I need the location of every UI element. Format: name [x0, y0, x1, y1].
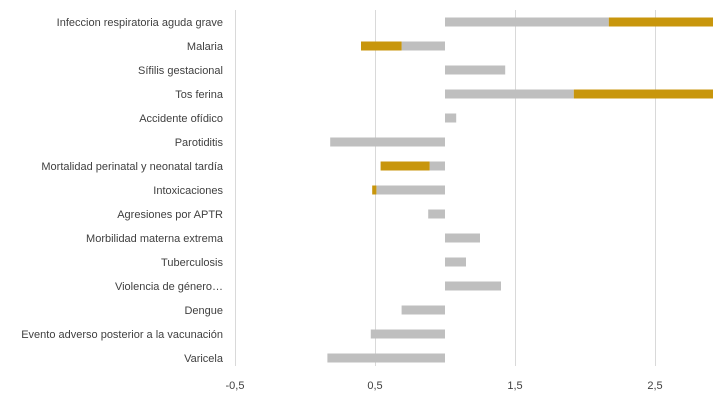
x-tick-label-3: 2,5 [647, 380, 662, 392]
bar-series1-cat1 [361, 41, 402, 51]
category-label-11: Violencia de género… [115, 281, 223, 293]
category-label-13: Evento adverso posterior a la vacunación [21, 329, 223, 341]
bar-series0-cat3 [445, 89, 574, 99]
category-labels: Infeccion respiratoria aguda grave Malari… [21, 17, 224, 365]
category-label-14: Varicela [184, 353, 224, 365]
category-label-7: Intoxicaciones [153, 185, 223, 197]
bars [327, 17, 713, 363]
bar-series0-cat0 [445, 17, 609, 27]
x-tick-label-2: 1,5 [507, 380, 522, 392]
bar-series0-cat7 [376, 185, 445, 195]
category-label-3: Tos ferina [175, 89, 224, 101]
bar-series0-cat12 [401, 305, 445, 315]
grid-lines [235, 10, 656, 366]
bar-series0-cat1 [401, 41, 445, 51]
bar-series1-cat3 [573, 89, 713, 99]
bar-series0-cat8 [428, 209, 445, 219]
category-label-5: Parotiditis [175, 137, 224, 149]
bar-series0-cat6 [429, 161, 445, 171]
category-label-1: Malaria [187, 41, 224, 53]
category-label-6: Mortalidad perinatal y neonatal tardía [41, 161, 223, 173]
bar-series0-cat13 [370, 329, 445, 339]
category-label-8: Agresiones por APTR [117, 209, 223, 221]
bar-series0-cat4 [445, 113, 457, 123]
x-tick-label-1: 0,5 [367, 380, 382, 392]
bar-series1-cat6 [380, 161, 430, 171]
bar-series0-cat10 [445, 257, 466, 267]
category-label-0: Infeccion respiratoria aguda grave [57, 17, 223, 29]
x-tick-label-0: -0,5 [226, 380, 245, 392]
bar-series0-cat14 [327, 353, 445, 363]
category-label-12: Dengue [184, 305, 223, 317]
bar-series1-cat0 [608, 17, 713, 27]
category-label-2: Sífilis gestacional [138, 65, 223, 77]
bar-series0-cat2 [445, 65, 506, 75]
category-label-4: Accidente ofídico [139, 113, 223, 125]
bar-series0-cat11 [445, 281, 501, 291]
category-label-10: Tuberculosis [161, 257, 223, 269]
bar-series0-cat9 [445, 233, 480, 243]
x-axis-tick-labels: -0,5 0,5 1,5 2,5 [226, 380, 663, 392]
bar-series1-cat7 [372, 185, 377, 195]
category-label-9: Morbilidad materna extrema [86, 233, 224, 245]
bar-series0-cat5 [330, 137, 445, 147]
